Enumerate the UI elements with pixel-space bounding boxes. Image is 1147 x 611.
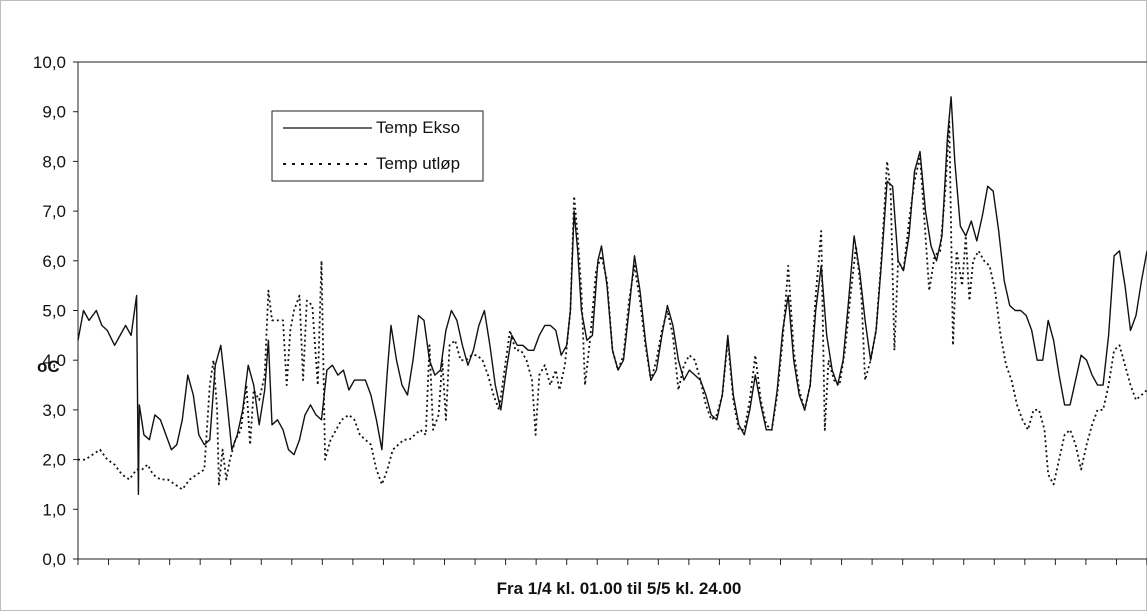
y-axis: 0,0 1,0 2,0 3,0 4,0 5,0 6,0 7,0 8,0 9,0 10,0 bbox=[33, 53, 79, 569]
x-axis-title: Fra 1/4 kl. 01.00 til 5/5 kl. 24.00 bbox=[497, 579, 742, 598]
y-tick-label: 8,0 bbox=[42, 152, 66, 171]
x-axis bbox=[77, 558, 1147, 565]
y-tick-label: 0,0 bbox=[42, 550, 66, 569]
y-tick-label: 6,0 bbox=[42, 252, 66, 271]
legend-label-temp-ekso: Temp Ekso bbox=[376, 118, 460, 137]
y-tick-label: 5,0 bbox=[42, 302, 66, 321]
y-tick-label: 10,0 bbox=[33, 53, 66, 72]
legend-label-temp-utlop: Temp utløp bbox=[376, 154, 460, 173]
y-tick-label: 3,0 bbox=[42, 401, 66, 420]
y-tick-label: 4,0 bbox=[42, 351, 66, 370]
y-axis-title: oC bbox=[37, 357, 60, 376]
legend-box bbox=[271, 110, 484, 182]
y-tick-label: 2,0 bbox=[42, 451, 66, 470]
y-tick-label: 1,0 bbox=[42, 500, 66, 519]
legend: Temp Ekso Temp utløp bbox=[271, 110, 484, 182]
series-layer bbox=[77, 96, 1147, 496]
series-line-temp-ekso bbox=[77, 96, 1147, 496]
y-tick-label: 9,0 bbox=[42, 103, 66, 122]
series-line-temp-utlop bbox=[78, 120, 1147, 491]
y-tick-label: 7,0 bbox=[42, 202, 66, 221]
